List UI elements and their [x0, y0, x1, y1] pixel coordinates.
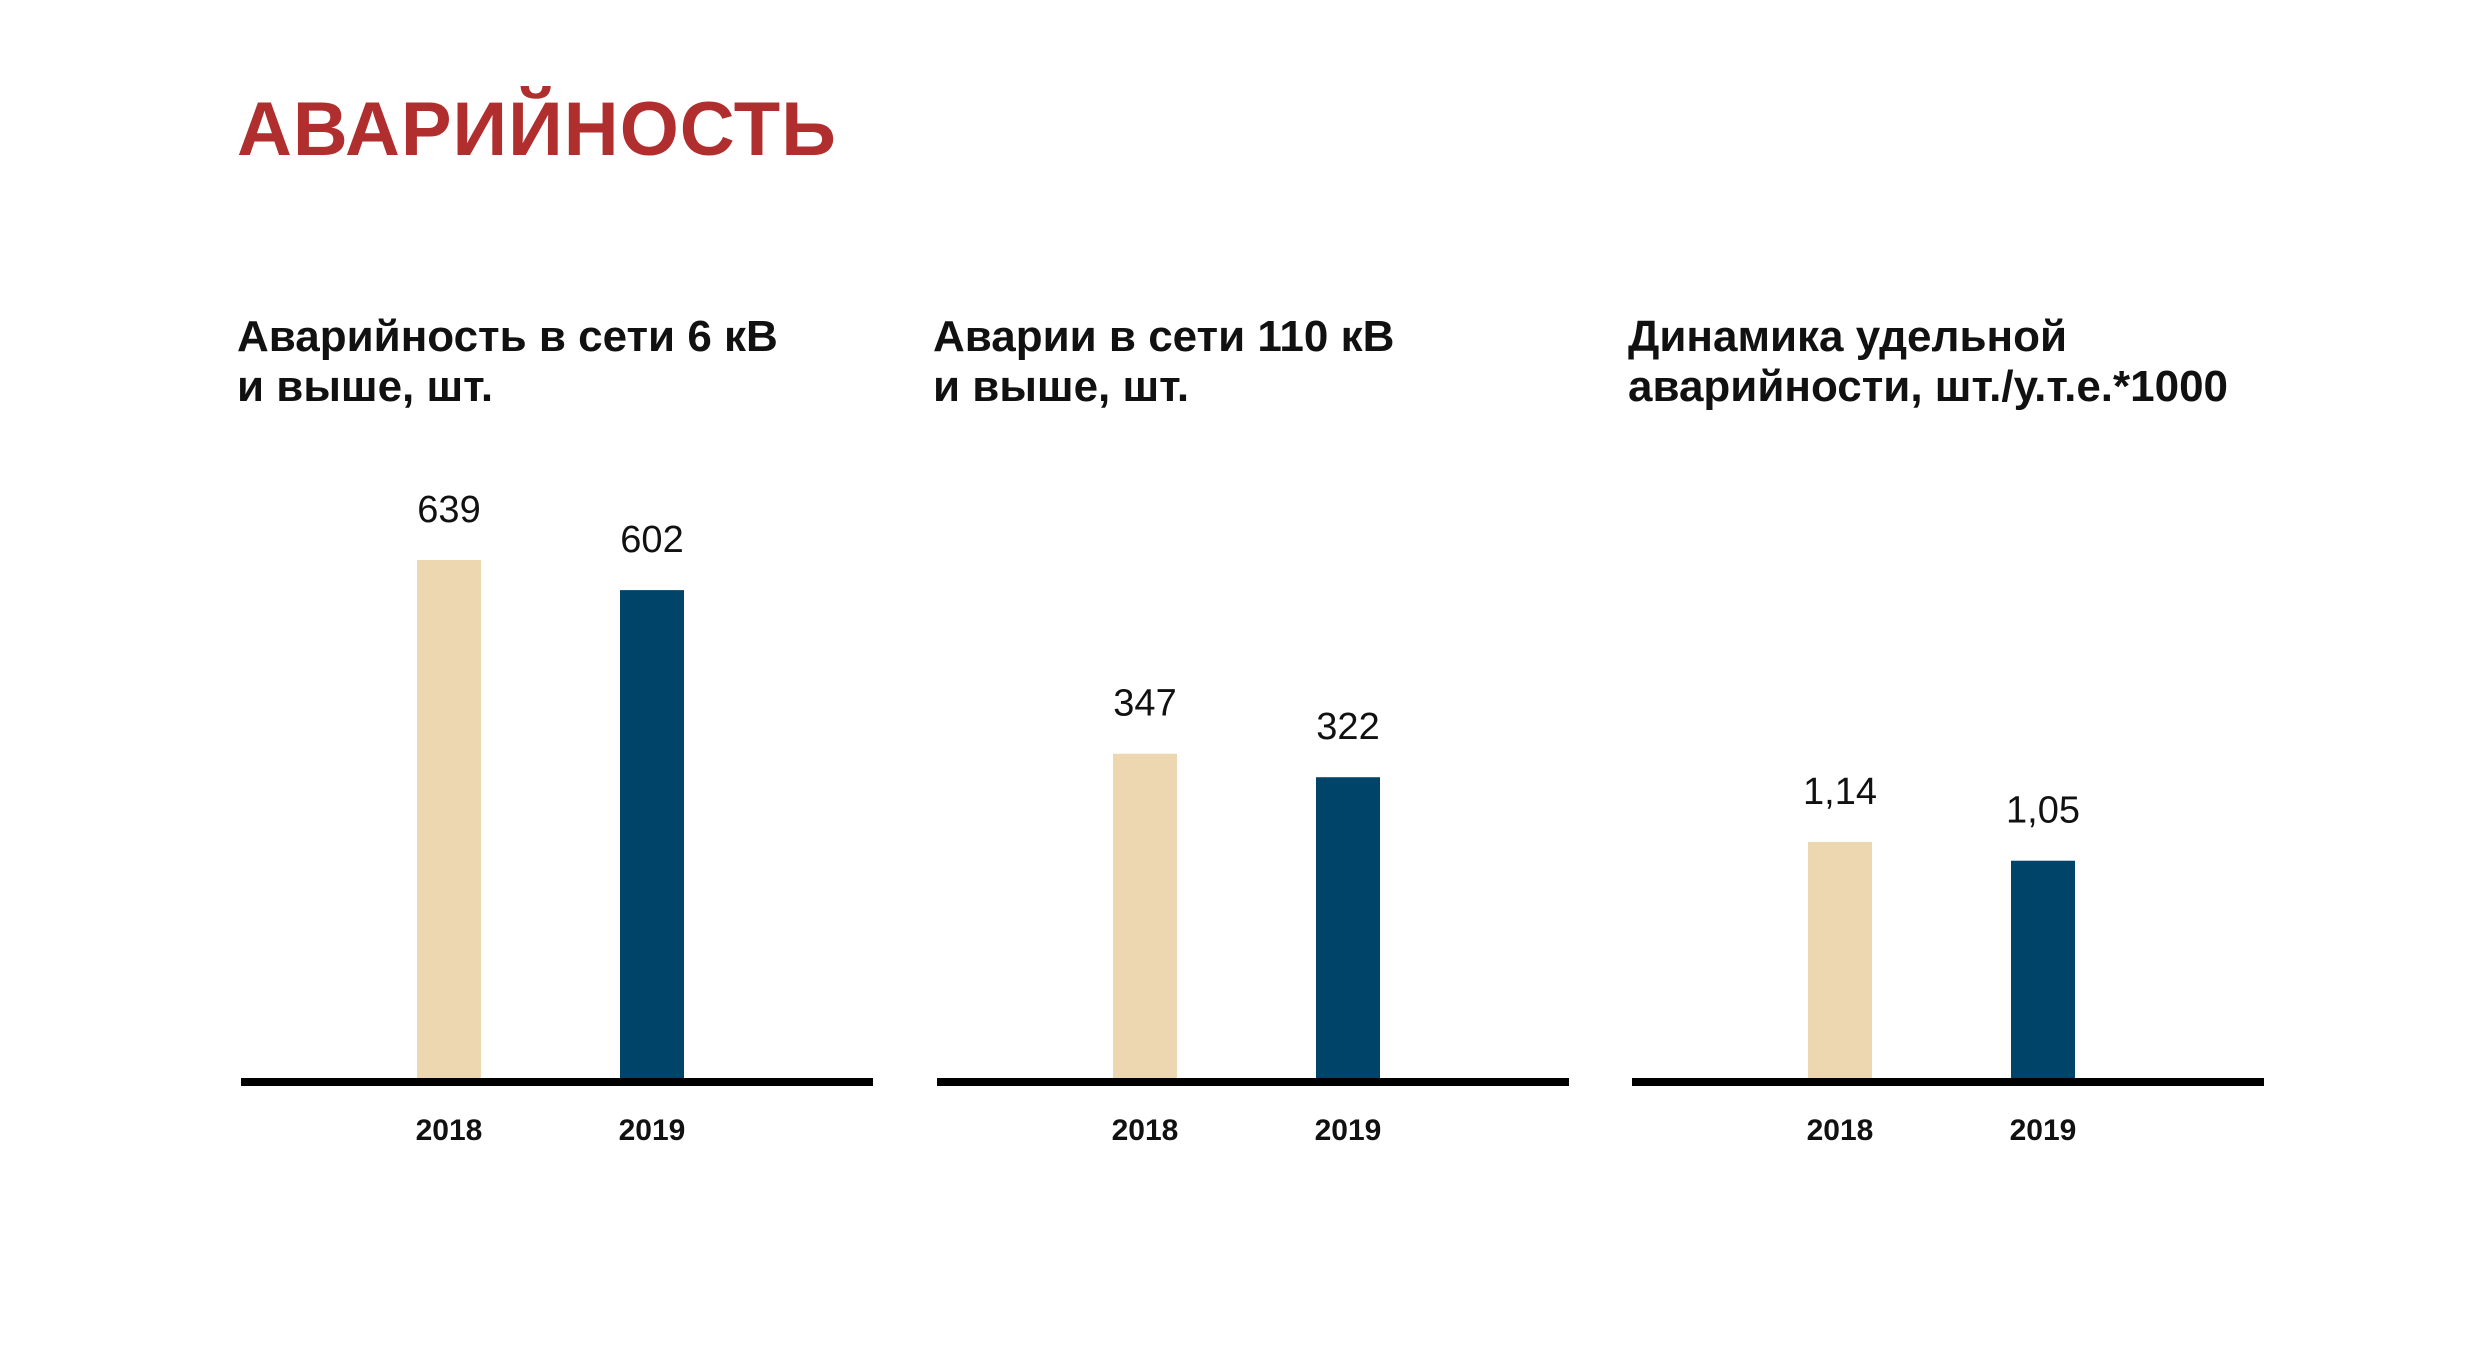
value-label: 602: [620, 519, 683, 561]
value-label: 1,14: [1803, 771, 1877, 813]
bar-2019: [620, 590, 684, 1080]
chart-title: Аварии в сети 110 кВ и выше, шт.: [933, 312, 1395, 411]
chart-plot: 1,14 2018 1,05 2019: [1632, 771, 2264, 1147]
bar-2018: [1808, 841, 1872, 1080]
x-tick-label: 2019: [2010, 1114, 2077, 1147]
page-title: АВАРИЙНОСТЬ: [237, 87, 837, 172]
x-axis-line: [1632, 1078, 2264, 1086]
value-label: 347: [1113, 683, 1176, 725]
chart-plot: 347 2018 322 2019: [937, 683, 1569, 1147]
bar-2019: [1316, 777, 1380, 1080]
x-tick-label: 2019: [1315, 1114, 1382, 1147]
x-axis-line: [937, 1078, 1569, 1086]
bar-2019: [2011, 860, 2075, 1080]
x-tick-label: 2018: [416, 1114, 483, 1147]
x-tick-label: 2019: [619, 1114, 686, 1147]
value-label: 1,05: [2006, 790, 2080, 832]
x-axis-line: [241, 1078, 873, 1086]
chart-specific-accident-rate: Динамика удельной аварийности, шт./у.т.е…: [1628, 300, 2268, 1160]
x-tick-label: 2018: [1112, 1114, 1179, 1147]
value-label: 322: [1316, 706, 1379, 748]
chart-accidents-110kv: Аварии в сети 110 кВ и выше, шт. 347 2018…: [933, 300, 1573, 1160]
chart-accidents-6kv: Аварийность в сети 6 кВ и выше, шт. 639 2…: [237, 300, 877, 1160]
chart-plot: 639 2018 602 2019: [241, 489, 873, 1147]
value-label: 639: [417, 489, 480, 531]
chart-title: Динамика удельной аварийности, шт./у.т.е…: [1628, 312, 2229, 411]
bar-2018: [1113, 753, 1177, 1080]
x-tick-label: 2018: [1807, 1114, 1874, 1147]
bar-2018: [417, 560, 481, 1080]
chart-title: Аварийность в сети 6 кВ и выше, шт.: [237, 312, 778, 411]
